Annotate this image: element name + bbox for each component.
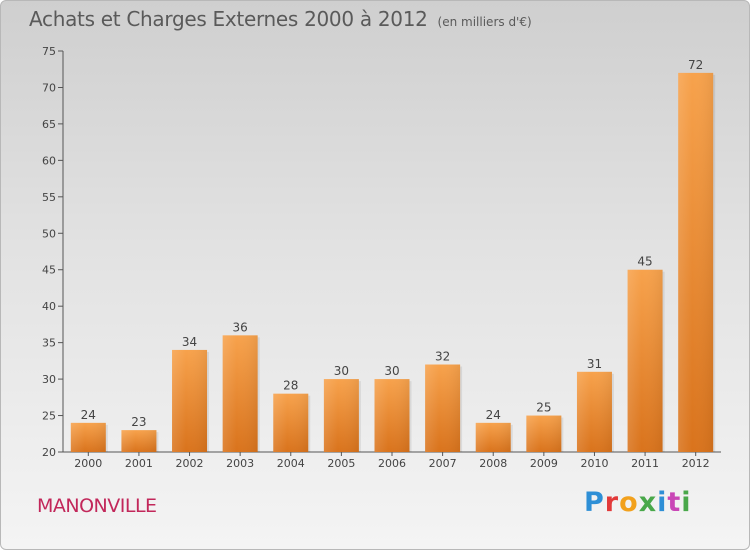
axes: 20 25 30 35 40 45 50 55 60 65 70 75 xyxy=(42,45,721,459)
logo-letter: o xyxy=(619,487,639,518)
bar-shine xyxy=(70,422,106,452)
y-tick-label: 20 xyxy=(42,446,56,459)
logo-letter: i xyxy=(657,487,668,518)
y-tick-label: 40 xyxy=(42,300,56,313)
x-tick-label: 2007 xyxy=(429,457,457,470)
logo-letter: P xyxy=(584,487,605,518)
commune-name: MANONVILLE xyxy=(37,495,157,517)
chart-unit: (en milliers d'€) xyxy=(437,15,532,29)
bar-shine xyxy=(222,335,258,452)
data-label: 45 xyxy=(637,255,652,269)
x-tick-label: 2011 xyxy=(631,457,659,470)
y-tick-label: 75 xyxy=(42,45,56,58)
bar-shine xyxy=(374,379,410,452)
logo-letter: i xyxy=(681,487,692,518)
x-tick-label: 2005 xyxy=(327,457,355,470)
logo-letter: x xyxy=(638,487,658,518)
bar-shine xyxy=(475,422,511,452)
data-label: 34 xyxy=(182,335,197,349)
y-tick-label: 50 xyxy=(42,227,56,240)
x-tick-label: 2008 xyxy=(479,457,507,470)
y-tick-label: 70 xyxy=(42,81,56,94)
x-tick-label: 2003 xyxy=(226,457,254,470)
x-tick-label: 2000 xyxy=(74,457,102,470)
data-label: 31 xyxy=(587,357,602,371)
bars xyxy=(70,72,716,452)
logo-letter: t xyxy=(667,487,682,518)
data-label: 23 xyxy=(131,415,146,429)
data-label: 28 xyxy=(283,379,298,393)
x-tick-label: 2004 xyxy=(277,457,305,470)
bar-shine xyxy=(576,371,612,452)
y-tick-label: 25 xyxy=(42,410,56,423)
x-tick-label: 2010 xyxy=(580,457,608,470)
bar-shine xyxy=(172,349,208,452)
data-label: 30 xyxy=(334,364,349,378)
bar-shine xyxy=(121,430,157,452)
chart-title: Achats et Charges Externes 2000 à 2012 xyxy=(29,7,428,31)
bar-shine xyxy=(425,364,461,452)
y-tick-label: 35 xyxy=(42,337,56,350)
chart-title-row: Achats et Charges Externes 2000 à 2012 (e… xyxy=(29,7,532,31)
y-tick-label: 30 xyxy=(42,373,56,386)
y-tick-label: 65 xyxy=(42,118,56,131)
bar-shine xyxy=(526,415,562,452)
x-tick-label: 2001 xyxy=(125,457,153,470)
bar-shine xyxy=(273,393,309,452)
x-tick-label: 2002 xyxy=(176,457,204,470)
data-label: 36 xyxy=(233,320,248,334)
y-tick-label: 45 xyxy=(42,264,56,277)
data-label: 24 xyxy=(486,408,501,422)
x-tick-label: 2006 xyxy=(378,457,406,470)
data-label: 32 xyxy=(435,350,450,364)
data-label: 24 xyxy=(81,408,96,422)
data-label: 25 xyxy=(536,401,551,415)
y-tick-label: 55 xyxy=(42,191,56,204)
data-label: 30 xyxy=(384,364,399,378)
bar-shine xyxy=(323,379,359,452)
x-tick-label: 2009 xyxy=(530,457,558,470)
bar-shine xyxy=(627,269,663,452)
y-tick-label: 60 xyxy=(42,154,56,167)
x-tick-label: 2012 xyxy=(682,457,710,470)
labels: 24 2000 23 2001 34 2002 36 2003 28 2004 30 2005 30 20… xyxy=(74,58,709,470)
logo-letter: r xyxy=(604,487,620,518)
data-label: 72 xyxy=(688,58,703,72)
bar-shine xyxy=(678,72,714,452)
proxiti-logo: Proxiti xyxy=(584,487,692,518)
